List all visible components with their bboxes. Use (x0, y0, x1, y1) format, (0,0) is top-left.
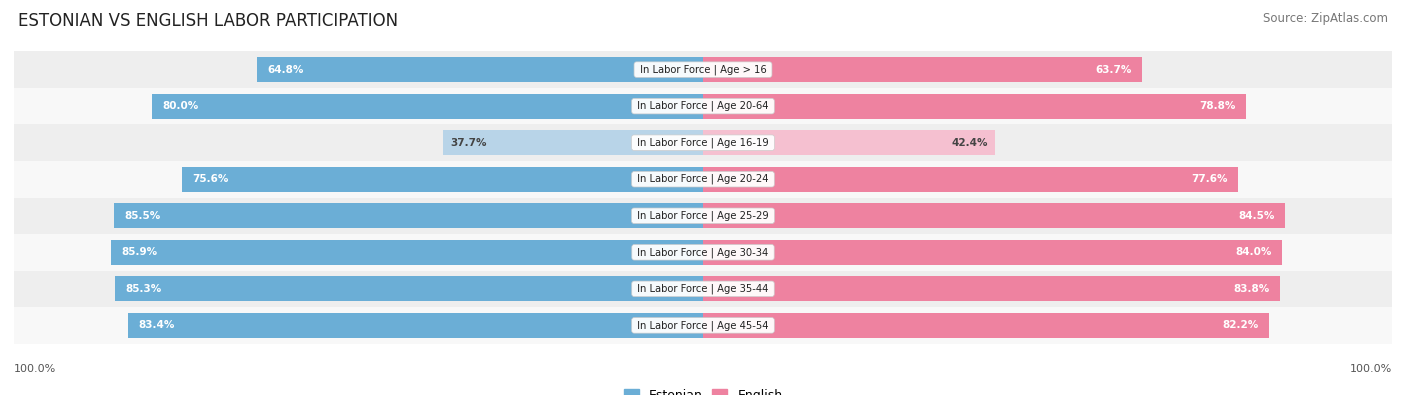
Text: In Labor Force | Age 35-44: In Labor Force | Age 35-44 (634, 284, 772, 294)
Text: 42.4%: 42.4% (952, 138, 988, 148)
Text: 77.6%: 77.6% (1191, 174, 1227, 184)
Bar (703, 167, 1237, 192)
Text: In Labor Force | Age 20-24: In Labor Force | Age 20-24 (634, 174, 772, 184)
Text: 83.4%: 83.4% (139, 320, 176, 330)
Bar (111, 240, 703, 265)
Text: 83.8%: 83.8% (1233, 284, 1270, 294)
Text: In Labor Force | Age > 16: In Labor Force | Age > 16 (637, 64, 769, 75)
Text: In Labor Force | Age 16-19: In Labor Force | Age 16-19 (634, 137, 772, 148)
Bar (14, 198, 1392, 234)
Text: 85.5%: 85.5% (124, 211, 160, 221)
Text: 100.0%: 100.0% (14, 364, 56, 374)
Text: In Labor Force | Age 25-29: In Labor Force | Age 25-29 (634, 211, 772, 221)
Bar (14, 234, 1392, 271)
Bar (703, 240, 1282, 265)
Bar (703, 57, 1142, 82)
Bar (152, 94, 703, 118)
Text: 63.7%: 63.7% (1095, 65, 1132, 75)
Bar (703, 94, 1246, 118)
Text: In Labor Force | Age 30-34: In Labor Force | Age 30-34 (634, 247, 772, 258)
Text: 64.8%: 64.8% (267, 65, 304, 75)
Bar (703, 203, 1285, 228)
Text: 84.5%: 84.5% (1239, 211, 1275, 221)
Bar (115, 276, 703, 301)
Bar (128, 313, 703, 338)
Bar (703, 313, 1270, 338)
Text: 37.7%: 37.7% (450, 138, 486, 148)
Bar (703, 130, 995, 155)
Text: 80.0%: 80.0% (162, 101, 198, 111)
Bar (14, 161, 1392, 198)
Text: In Labor Force | Age 20-64: In Labor Force | Age 20-64 (634, 101, 772, 111)
Bar (14, 307, 1392, 344)
Bar (14, 88, 1392, 124)
Text: 85.3%: 85.3% (125, 284, 162, 294)
Text: 82.2%: 82.2% (1223, 320, 1258, 330)
Bar (256, 57, 703, 82)
Bar (114, 203, 703, 228)
Bar (703, 276, 1281, 301)
Text: 78.8%: 78.8% (1199, 101, 1236, 111)
Bar (443, 130, 703, 155)
Text: 85.9%: 85.9% (121, 247, 157, 257)
Bar (14, 51, 1392, 88)
Text: 75.6%: 75.6% (193, 174, 229, 184)
Legend: Estonian, English: Estonian, English (623, 389, 783, 395)
Text: 84.0%: 84.0% (1234, 247, 1271, 257)
Text: In Labor Force | Age 45-54: In Labor Force | Age 45-54 (634, 320, 772, 331)
Text: Source: ZipAtlas.com: Source: ZipAtlas.com (1263, 12, 1388, 25)
Bar (183, 167, 703, 192)
Text: ESTONIAN VS ENGLISH LABOR PARTICIPATION: ESTONIAN VS ENGLISH LABOR PARTICIPATION (18, 12, 398, 30)
Bar (14, 124, 1392, 161)
Bar (14, 271, 1392, 307)
Text: 100.0%: 100.0% (1350, 364, 1392, 374)
